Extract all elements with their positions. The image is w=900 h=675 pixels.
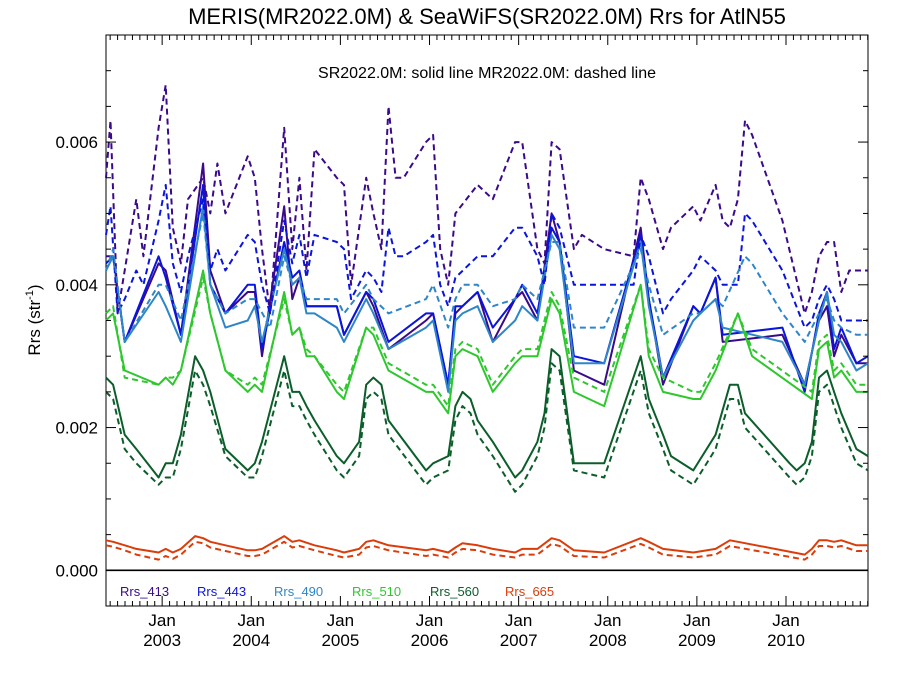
legend-entry-rrs-665: Rrs_665: [505, 584, 554, 599]
x-tick-label-year: 2010: [767, 631, 805, 650]
legend-entry-rrs-413: Rrs_413: [120, 584, 169, 599]
series-line-rrs-665-solid: [105, 535, 868, 556]
x-tick-label-year: 2003: [143, 631, 181, 650]
x-tick-label-month: Jan: [238, 611, 265, 630]
x-tick-label-month: Jan: [416, 611, 443, 630]
series-line-rrs-560-dashed: [105, 362, 869, 493]
y-tick-label: 0.006: [55, 133, 98, 152]
y-tick-label: 0.000: [55, 561, 98, 580]
series-line-rrs-413-dashed: [105, 84, 868, 315]
y-tick-label: 0.002: [55, 419, 98, 438]
x-tick-label-month: Jan: [327, 611, 354, 630]
chart-title: MERIS(MR2022.0M) & SeaWiFS(SR2022.0M) Rr…: [188, 4, 786, 29]
legend-entry-rrs-510: Rrs_510: [352, 584, 401, 599]
x-tick-label-month: Jan: [594, 611, 621, 630]
series-line-rrs-490-solid: [105, 205, 869, 393]
series-line-rrs-443-solid: [105, 183, 869, 393]
x-tick-label-month: Jan: [505, 611, 532, 630]
series-line-rrs-443-dashed: [105, 183, 868, 329]
x-tick-label-year: 2007: [500, 631, 538, 650]
series-layer: [105, 84, 869, 561]
x-tick-label-year: 2005: [321, 631, 359, 650]
legend-entry-rrs-443: Rrs_443: [197, 584, 246, 599]
legend: Rrs_413 Rrs_443 Rrs_490 Rrs_510 Rrs_560 Rrs_6…: [120, 584, 554, 599]
series-line-rrs-510-dashed: [105, 276, 868, 408]
legend-entry-rrs-560: Rrs_560: [430, 584, 479, 599]
x-tick-label-year: 2009: [678, 631, 716, 650]
x-tick-label-month: Jan: [772, 611, 799, 630]
legend-entry-rrs-490: Rrs_490: [274, 584, 323, 599]
x-tick-label-month: Jan: [683, 611, 710, 630]
series-line-rrs-665-dashed: [105, 540, 868, 561]
x-tick-label-month: Jan: [148, 611, 175, 630]
x-tick-label-year: 2006: [411, 631, 449, 650]
y-tick-label: 0.004: [55, 276, 98, 295]
chart-subtitle: SR2022.0M: solid line MR2022.0M: dashed …: [318, 65, 656, 82]
x-tick-label-year: 2008: [589, 631, 627, 650]
y-axis-label: Rrs (str-1): [24, 284, 44, 355]
ticks-layer: 0.0000.0020.0040.006Jan2003Jan2004Jan200…: [55, 34, 869, 650]
series-line-rrs-510-solid: [105, 269, 868, 415]
series-line-rrs-490-dashed: [105, 212, 868, 343]
series-line-rrs-560-solid: [105, 348, 869, 479]
x-tick-label-year: 2004: [232, 631, 270, 650]
